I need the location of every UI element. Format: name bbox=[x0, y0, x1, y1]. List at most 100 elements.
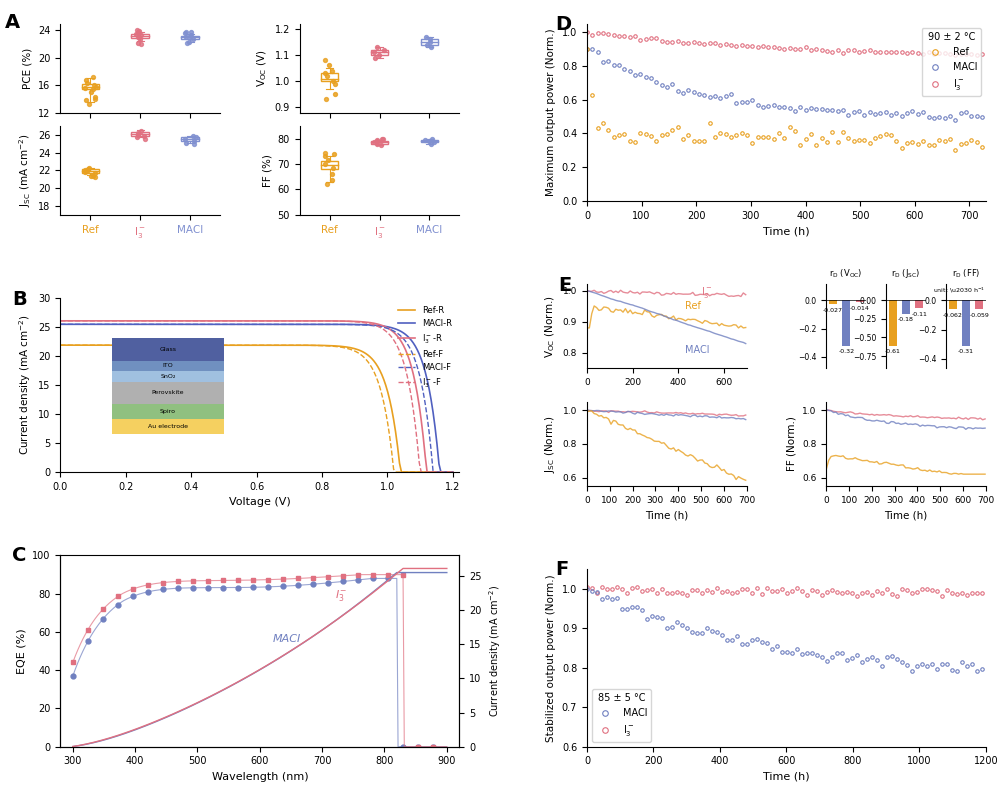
Point bbox=[327, 88, 343, 101]
I$_3^-$-R bbox=[70, 316, 82, 325]
Point bbox=[76, 82, 93, 94]
Text: B: B bbox=[12, 289, 27, 309]
Text: -0.062: -0.062 bbox=[943, 313, 963, 318]
Legend: Ref-R, MACl-R, I$_3^-$-R, Ref-F, MACl-F, I$_3^-$-F: Ref-R, MACl-R, I$_3^-$-R, Ref-F, MACl-F,… bbox=[395, 303, 455, 393]
Ref-F bbox=[429, 468, 441, 477]
MACl-R bbox=[427, 407, 439, 417]
MACl-F bbox=[54, 320, 66, 329]
Point bbox=[324, 64, 340, 77]
I$_3^-$-F bbox=[70, 316, 82, 325]
Point bbox=[422, 35, 438, 48]
Point bbox=[80, 161, 97, 174]
MACl-R bbox=[54, 320, 66, 329]
Point bbox=[88, 167, 104, 179]
I$_3^-$-R bbox=[447, 468, 459, 477]
Y-axis label: J$_\mathrm{SC}$ (Norm.): J$_\mathrm{SC}$ (Norm.) bbox=[543, 415, 557, 473]
MACl-F bbox=[427, 466, 439, 476]
I$_3^-$-F bbox=[413, 458, 426, 468]
Point bbox=[178, 31, 194, 43]
Point bbox=[130, 31, 146, 43]
Point bbox=[327, 78, 343, 90]
MACl-F bbox=[447, 468, 459, 477]
MACl-F bbox=[78, 320, 91, 329]
Ref-R bbox=[159, 340, 171, 350]
X-axis label: Wavelength (nm): Wavelength (nm) bbox=[211, 772, 308, 782]
Text: -0.027: -0.027 bbox=[823, 308, 843, 313]
Point bbox=[368, 41, 384, 53]
Point bbox=[137, 133, 153, 145]
Ref-F bbox=[415, 468, 428, 477]
Text: -0.18: -0.18 bbox=[898, 318, 914, 322]
Point bbox=[317, 146, 333, 159]
MACl-R bbox=[447, 468, 459, 477]
Point bbox=[188, 131, 204, 144]
Legend: MACl, I$_3^-$: MACl, I$_3^-$ bbox=[592, 689, 651, 742]
Ref-R bbox=[447, 468, 459, 477]
Point bbox=[88, 80, 104, 93]
Text: -0.014: -0.014 bbox=[850, 306, 869, 311]
Line: I$_3^-$-R: I$_3^-$-R bbox=[60, 321, 453, 472]
Bar bbox=[915, 300, 924, 308]
Point bbox=[321, 59, 337, 72]
Point bbox=[373, 138, 389, 151]
Point bbox=[324, 174, 340, 187]
Point bbox=[421, 135, 437, 148]
X-axis label: Time (h): Time (h) bbox=[645, 510, 688, 520]
Ref-R bbox=[54, 340, 66, 350]
Title: r$_\mathrm{D}$ (FF): r$_\mathrm{D}$ (FF) bbox=[952, 267, 980, 280]
Point bbox=[136, 130, 152, 142]
Point bbox=[130, 36, 146, 49]
Point bbox=[185, 130, 201, 142]
Point bbox=[367, 51, 383, 64]
MACl-R bbox=[70, 320, 82, 329]
Point bbox=[85, 169, 101, 182]
Y-axis label: Current density (mA cm$^{-2}$): Current density (mA cm$^{-2}$) bbox=[17, 315, 32, 455]
Point bbox=[176, 27, 192, 39]
Y-axis label: Stabilized output power (Norm.): Stabilized output power (Norm.) bbox=[546, 575, 556, 742]
Point bbox=[183, 28, 199, 41]
Y-axis label: Maximum output power (Norm.): Maximum output power (Norm.) bbox=[546, 28, 556, 196]
Text: E: E bbox=[558, 276, 571, 295]
Ref-F bbox=[70, 340, 82, 350]
Point bbox=[374, 132, 390, 145]
Point bbox=[424, 41, 440, 53]
I$_3^-$-F bbox=[128, 316, 140, 325]
Legend: Ref, MACl, I$_3^-$: Ref, MACl, I$_3^-$ bbox=[921, 28, 981, 96]
Point bbox=[133, 38, 149, 50]
Text: -0.61: -0.61 bbox=[885, 349, 900, 354]
Line: I$_3^-$-F: I$_3^-$-F bbox=[60, 321, 453, 472]
Point bbox=[133, 32, 149, 45]
Point bbox=[85, 83, 101, 95]
Text: I$_3^-$: I$_3^-$ bbox=[335, 588, 347, 603]
Line: MACl-F: MACl-F bbox=[60, 325, 453, 472]
Text: unit: \u2030 h$^{-1}$: unit: \u2030 h$^{-1}$ bbox=[933, 286, 985, 296]
Text: D: D bbox=[555, 15, 571, 34]
Point bbox=[320, 154, 336, 167]
Point bbox=[317, 158, 333, 171]
Ref-F bbox=[159, 340, 171, 350]
Point bbox=[317, 67, 333, 79]
Bar bbox=[962, 300, 970, 346]
Point bbox=[78, 73, 95, 86]
Point bbox=[178, 137, 194, 149]
X-axis label: Voltage (V): Voltage (V) bbox=[229, 498, 291, 507]
Point bbox=[417, 31, 434, 43]
Point bbox=[131, 128, 147, 141]
Point bbox=[317, 54, 333, 67]
Text: F: F bbox=[555, 560, 568, 579]
Ref-F bbox=[54, 340, 66, 350]
Point bbox=[76, 164, 93, 177]
Point bbox=[324, 168, 340, 181]
MACl-F bbox=[70, 320, 82, 329]
Point bbox=[129, 24, 145, 37]
MACl-F bbox=[128, 320, 140, 329]
Point bbox=[185, 134, 201, 147]
Bar bbox=[842, 300, 850, 346]
Point bbox=[80, 98, 97, 111]
Point bbox=[319, 178, 335, 190]
Point bbox=[366, 136, 382, 149]
Line: MACl-R: MACl-R bbox=[60, 325, 453, 472]
Ref-R bbox=[128, 340, 140, 350]
Point bbox=[83, 86, 100, 98]
Point bbox=[426, 136, 442, 149]
